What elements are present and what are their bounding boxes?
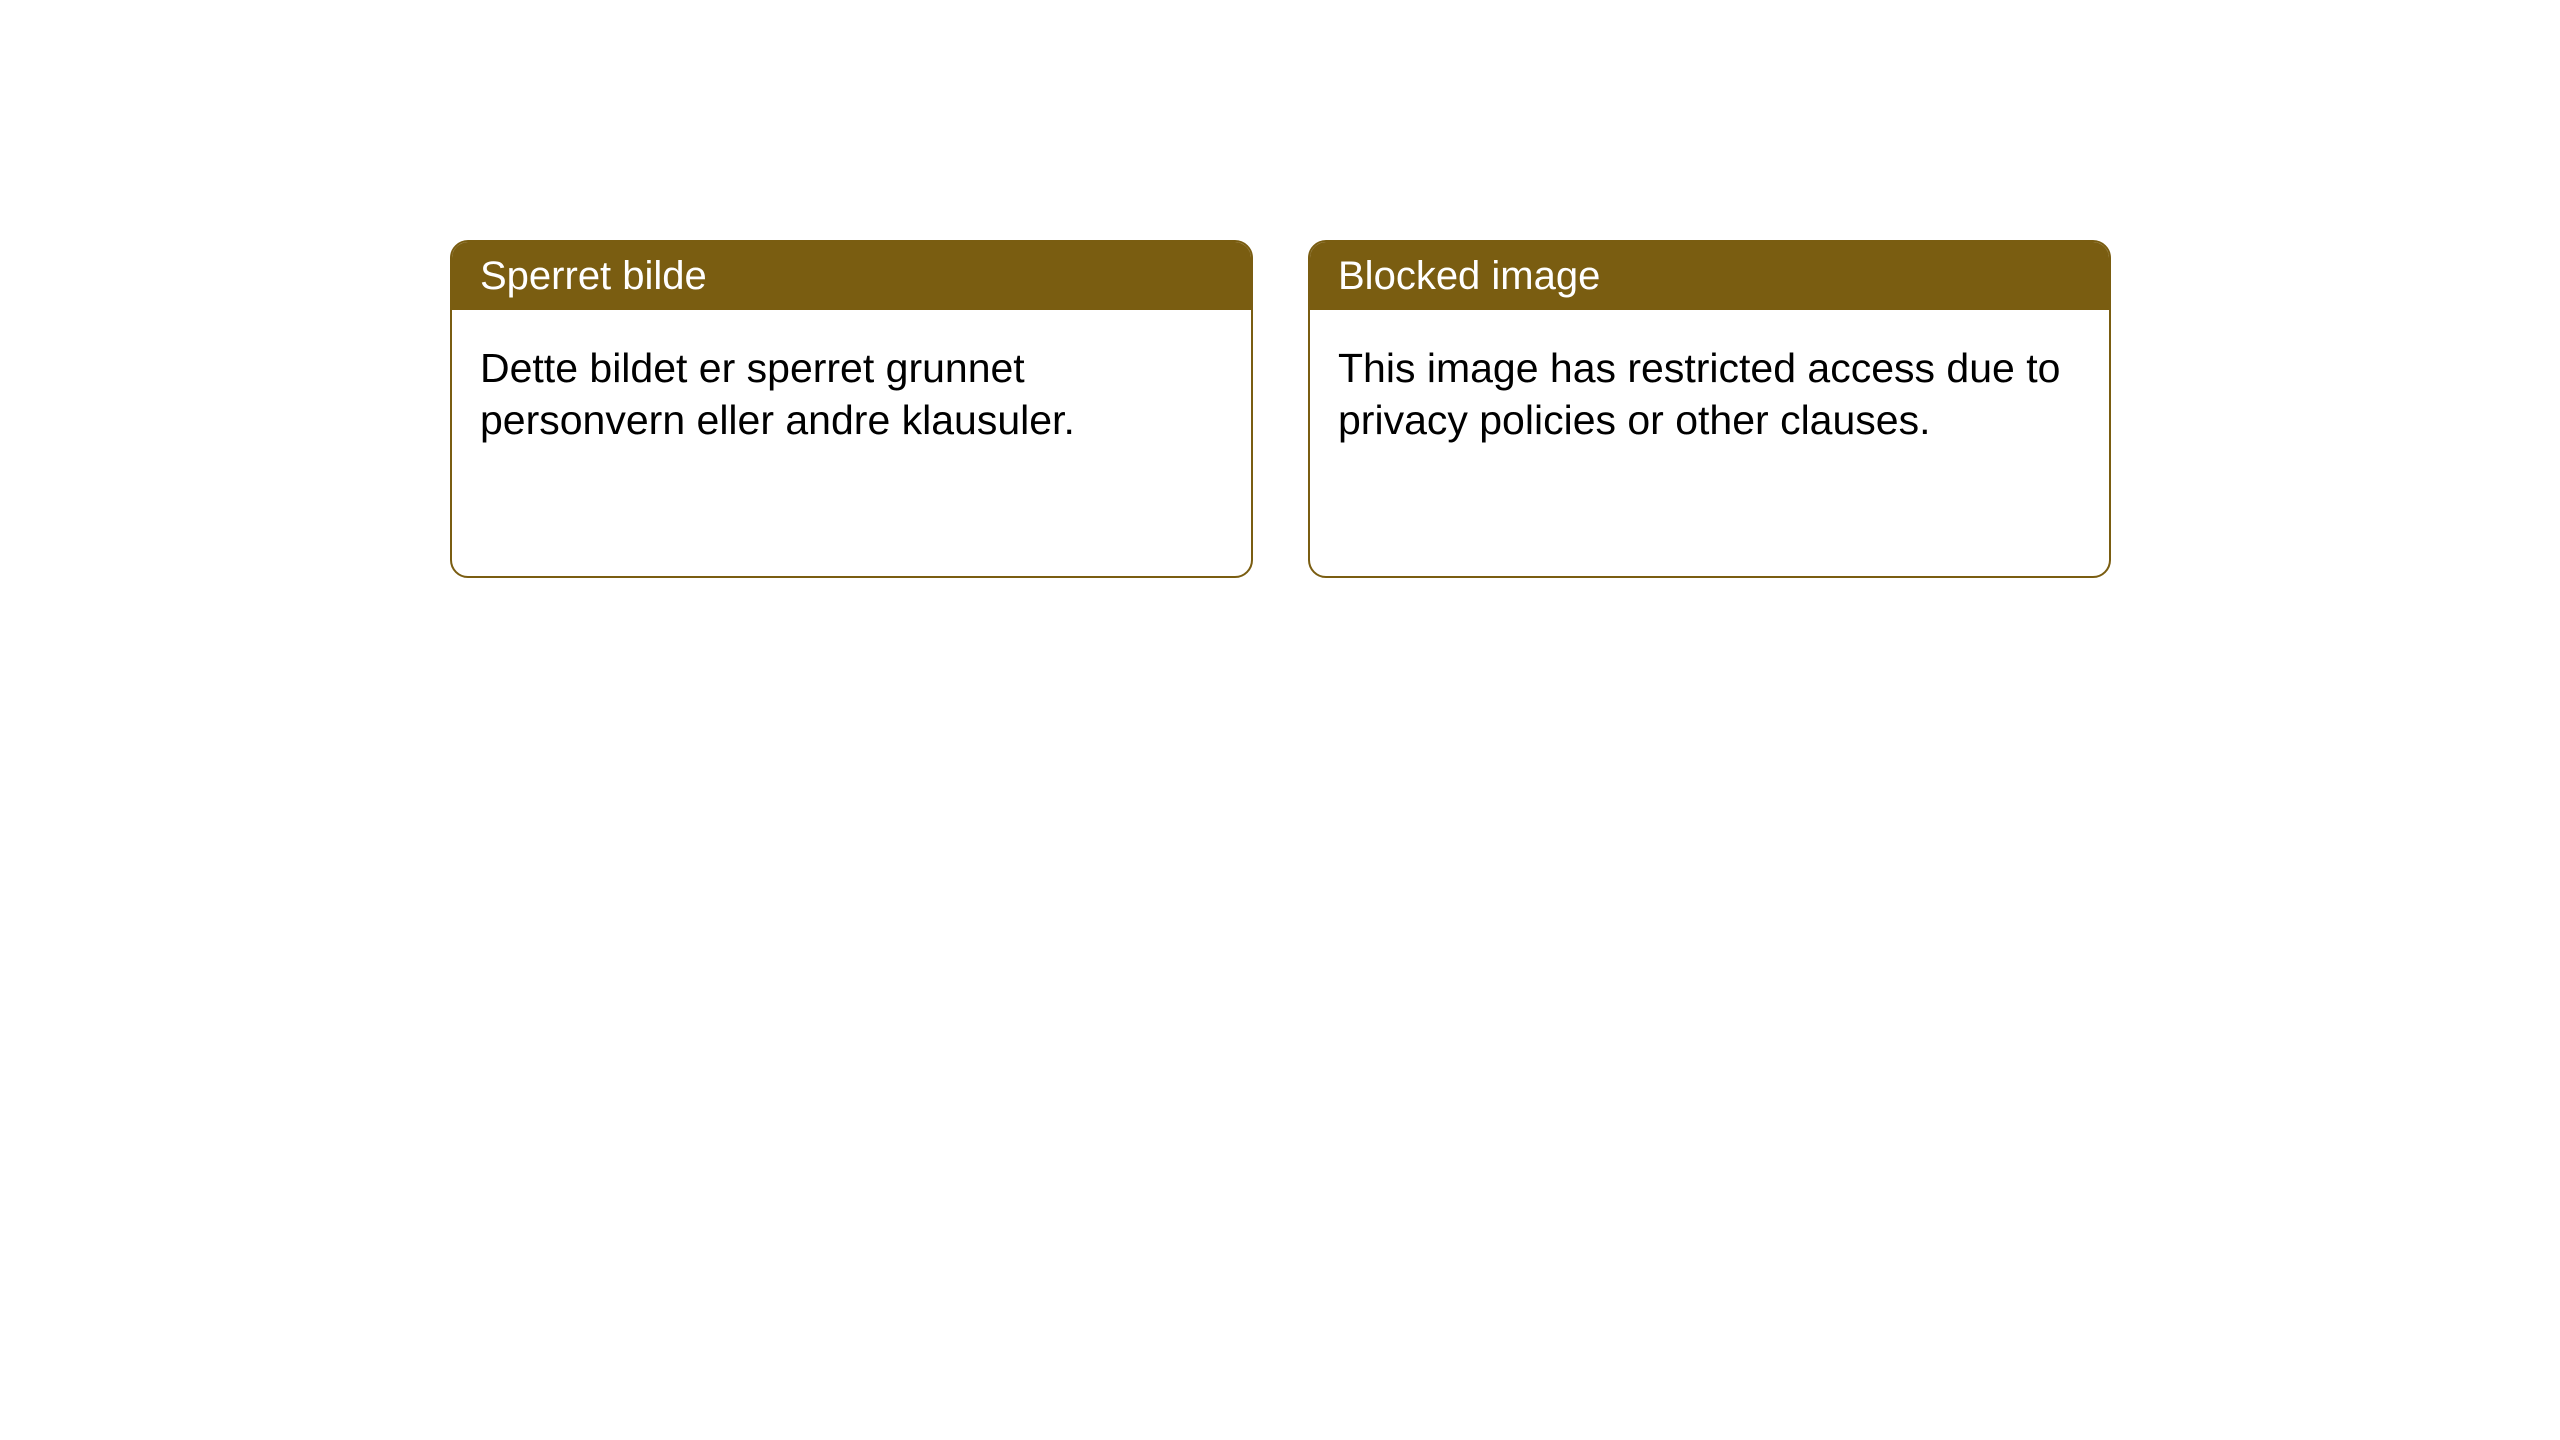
notice-card-norwegian: Sperret bilde Dette bildet er sperret gr…: [450, 240, 1253, 578]
notice-header-english: Blocked image: [1310, 242, 2109, 310]
notice-body-norwegian: Dette bildet er sperret grunnet personve…: [452, 310, 1251, 478]
notice-card-english: Blocked image This image has restricted …: [1308, 240, 2111, 578]
notice-container: Sperret bilde Dette bildet er sperret gr…: [0, 0, 2560, 578]
notice-header-norwegian: Sperret bilde: [452, 242, 1251, 310]
notice-body-english: This image has restricted access due to …: [1310, 310, 2109, 478]
